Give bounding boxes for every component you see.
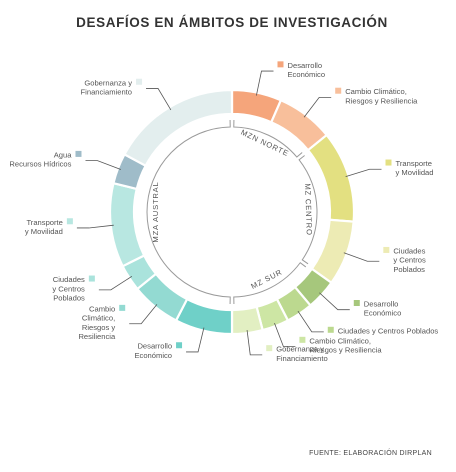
legend-swatch-0: [277, 61, 284, 68]
leader-line-9: [129, 304, 158, 325]
slice-mza-austral-13: [122, 88, 234, 168]
leader-line-12: [85, 160, 121, 170]
zone-label-mz-sur: MZ SUR: [249, 267, 283, 291]
legend-swatch-5: [327, 326, 334, 333]
legend-swatch-4: [353, 300, 360, 307]
zone-bracket-mz-sur: [233, 262, 307, 304]
legend-swatch-1: [335, 87, 342, 94]
zone-bracket-mz-centro: [298, 155, 318, 265]
zone-bracket-mzn-norte: [233, 120, 303, 158]
slice-label-0: Económico: [287, 70, 325, 79]
leader-lines: [76, 70, 382, 356]
slice-label-9: Climático,: [82, 314, 115, 323]
slice-label-9: Riesgos y: [82, 323, 116, 332]
legend-swatch-11: [66, 218, 73, 225]
slice-label-13: Gobernanza y: [84, 78, 132, 87]
slice-label-3: y Centros: [393, 256, 426, 265]
leader-line-4: [319, 292, 350, 311]
leader-line-5: [297, 310, 324, 333]
leader-line-10: [98, 275, 133, 291]
leader-line-3: [343, 252, 380, 262]
source-note: FUENTE: ELABORACIÓN DIRPLAN: [309, 448, 432, 457]
chart-title: DESAFÍOS EN ÁMBITOS DE INVESTIGACIÓN: [76, 15, 388, 30]
slice-label-3: Ciudades: [393, 246, 425, 255]
slice-label-2: y Movilidad: [396, 168, 434, 177]
slice-label-4: Económico: [364, 309, 402, 318]
zone-brackets: [146, 120, 318, 304]
slice-label-9: Cambio: [89, 304, 115, 313]
legend-swatch-12: [75, 150, 82, 157]
slice-label-10: y Centros: [52, 284, 85, 293]
legend-swatch-6: [299, 336, 306, 343]
legend-swatch-8: [176, 342, 183, 349]
slice-label-2: Transporte: [396, 159, 432, 168]
slice-label-12: Agua: [54, 150, 73, 159]
slice-label-9: Resiliencia: [78, 332, 115, 341]
leader-line-7: [246, 329, 263, 356]
leader-line-8: [186, 327, 205, 353]
slice-label-4: Desarrollo: [364, 300, 399, 309]
zone-labels: MZN NORTE MZ CENTRO MZ SUR MZA AUSTRAL: [151, 128, 314, 291]
slice-label-6: Cambio Climático,: [309, 336, 371, 345]
slice-label-7: Gobernanza y: [276, 345, 324, 354]
leader-line-11: [76, 224, 114, 229]
legend-swatch-7: [266, 345, 273, 352]
slice-label-11: y Movilidad: [25, 227, 63, 236]
slice-label-5: Ciudades y Centros Poblados: [338, 326, 439, 335]
slice-label-0: Desarrollo: [287, 61, 322, 70]
slice-label-10: Ciudades: [53, 275, 85, 284]
legend-swatch-2: [385, 159, 392, 166]
slice-label-8: Económico: [134, 351, 172, 360]
slice-mz-centro-2: [306, 133, 356, 223]
donut-slices: [108, 88, 356, 336]
leader-line-13: [146, 88, 172, 111]
slice-mza-austral-11: [108, 181, 146, 268]
legend-swatch-10: [88, 275, 95, 282]
slice-label-13: Financiamiento: [81, 87, 133, 96]
slice-label-1: Riesgos y Resiliencia: [345, 96, 418, 105]
legend-swatch-3: [383, 246, 390, 253]
slice-mz-sur-7: [230, 305, 264, 336]
leader-line-2: [345, 168, 382, 178]
zone-label-mzn-norte: MZN NORTE: [239, 128, 290, 159]
zone-label-mza-austral: MZA AUSTRAL: [151, 181, 160, 242]
slice-label-8: Desarrollo: [137, 342, 172, 351]
legend-swatch-13: [136, 78, 143, 85]
slice-label-10: Poblados: [53, 293, 85, 302]
slice-label-6: Riesgos y Resiliencia: [309, 346, 382, 355]
slice-label-7: Financiamiento: [276, 354, 328, 363]
slice-label-1: Cambio Climático,: [345, 87, 407, 96]
leader-line-6: [274, 323, 296, 347]
slice-label-11: Transporte: [26, 218, 62, 227]
slice-label-12: Recursos Hídricos: [9, 160, 71, 169]
legend-swatch-9: [119, 304, 126, 311]
zone-bracket-mza-austral: [146, 120, 231, 304]
leader-line-1: [303, 97, 332, 118]
zone-label-mz-centro: MZ CENTRO: [303, 183, 314, 236]
slice-label-3: Poblados: [393, 265, 425, 274]
leader-line-0: [255, 70, 274, 96]
